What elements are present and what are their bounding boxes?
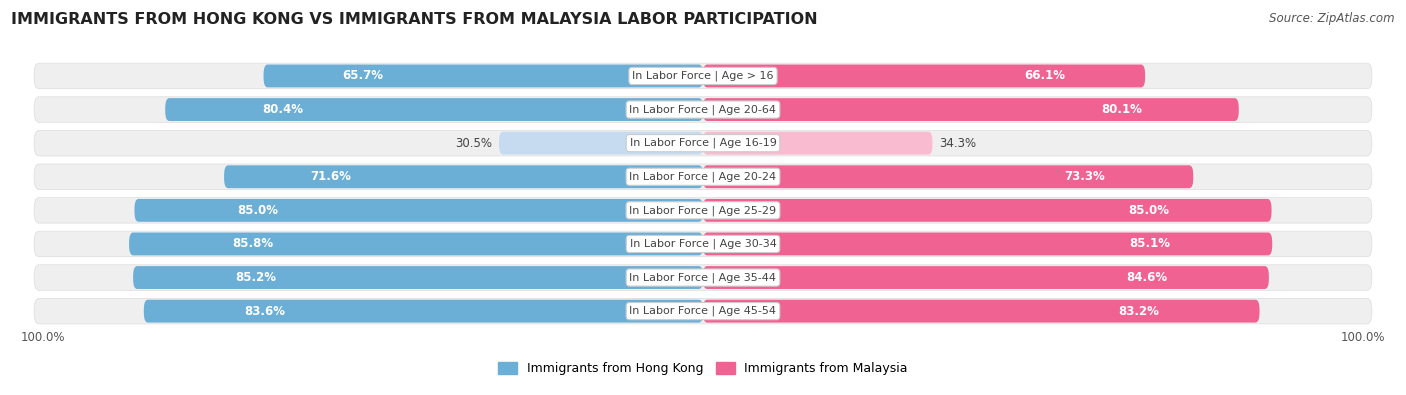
FancyBboxPatch shape	[703, 98, 1239, 121]
Text: 85.0%: 85.0%	[236, 204, 278, 217]
Text: 80.1%: 80.1%	[1101, 103, 1142, 116]
Text: In Labor Force | Age 16-19: In Labor Force | Age 16-19	[630, 138, 776, 149]
Text: In Labor Force | Age 45-54: In Labor Force | Age 45-54	[630, 306, 776, 316]
Text: IMMIGRANTS FROM HONG KONG VS IMMIGRANTS FROM MALAYSIA LABOR PARTICIPATION: IMMIGRANTS FROM HONG KONG VS IMMIGRANTS …	[11, 12, 818, 27]
Text: 34.3%: 34.3%	[939, 137, 976, 150]
FancyBboxPatch shape	[143, 300, 703, 323]
Text: In Labor Force | Age 20-64: In Labor Force | Age 20-64	[630, 104, 776, 115]
FancyBboxPatch shape	[34, 164, 1372, 190]
Text: In Labor Force | Age 20-24: In Labor Force | Age 20-24	[630, 171, 776, 182]
Text: 73.3%: 73.3%	[1064, 170, 1105, 183]
FancyBboxPatch shape	[703, 199, 1271, 222]
Legend: Immigrants from Hong Kong, Immigrants from Malaysia: Immigrants from Hong Kong, Immigrants fr…	[494, 357, 912, 380]
Text: In Labor Force | Age 35-44: In Labor Force | Age 35-44	[630, 272, 776, 283]
Text: 85.8%: 85.8%	[232, 237, 274, 250]
Text: 83.6%: 83.6%	[245, 305, 285, 318]
FancyBboxPatch shape	[703, 233, 1272, 256]
Text: 30.5%: 30.5%	[456, 137, 492, 150]
Text: 66.1%: 66.1%	[1025, 70, 1066, 83]
Text: 85.1%: 85.1%	[1129, 237, 1170, 250]
Text: Source: ZipAtlas.com: Source: ZipAtlas.com	[1270, 12, 1395, 25]
Text: 83.2%: 83.2%	[1118, 305, 1160, 318]
Text: In Labor Force | Age > 16: In Labor Force | Age > 16	[633, 71, 773, 81]
Text: In Labor Force | Age 25-29: In Labor Force | Age 25-29	[630, 205, 776, 216]
Text: 100.0%: 100.0%	[21, 331, 65, 344]
FancyBboxPatch shape	[34, 130, 1372, 156]
FancyBboxPatch shape	[135, 199, 703, 222]
FancyBboxPatch shape	[703, 166, 1194, 188]
Text: 85.2%: 85.2%	[236, 271, 277, 284]
FancyBboxPatch shape	[703, 132, 932, 154]
FancyBboxPatch shape	[34, 63, 1372, 89]
FancyBboxPatch shape	[224, 166, 703, 188]
FancyBboxPatch shape	[34, 198, 1372, 223]
FancyBboxPatch shape	[134, 266, 703, 289]
Text: 85.0%: 85.0%	[1128, 204, 1170, 217]
Text: 71.6%: 71.6%	[311, 170, 352, 183]
FancyBboxPatch shape	[166, 98, 703, 121]
FancyBboxPatch shape	[34, 97, 1372, 122]
FancyBboxPatch shape	[263, 64, 703, 87]
FancyBboxPatch shape	[129, 233, 703, 256]
FancyBboxPatch shape	[34, 298, 1372, 324]
FancyBboxPatch shape	[703, 266, 1268, 289]
FancyBboxPatch shape	[499, 132, 703, 154]
FancyBboxPatch shape	[34, 265, 1372, 290]
Text: 100.0%: 100.0%	[1341, 331, 1385, 344]
Text: In Labor Force | Age 30-34: In Labor Force | Age 30-34	[630, 239, 776, 249]
FancyBboxPatch shape	[34, 231, 1372, 257]
Text: 84.6%: 84.6%	[1126, 271, 1167, 284]
Text: 80.4%: 80.4%	[262, 103, 304, 116]
FancyBboxPatch shape	[703, 64, 1144, 87]
Text: 65.7%: 65.7%	[343, 70, 384, 83]
FancyBboxPatch shape	[703, 300, 1260, 323]
